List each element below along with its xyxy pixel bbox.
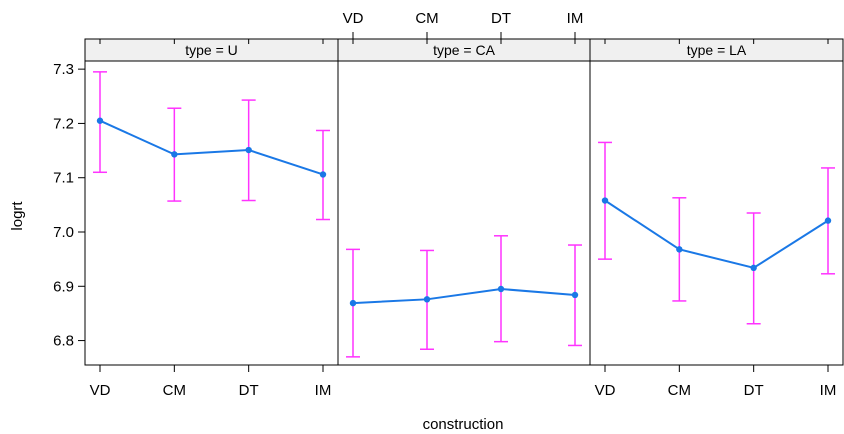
y-tick-label: 6.8	[53, 333, 74, 350]
panel-frame	[589, 60, 844, 366]
x-tick-label: VD	[90, 382, 111, 399]
series-line	[604, 199, 829, 269]
y-axis: 6.8 6.9 7.0 7.1 7.2 7.3	[53, 61, 85, 350]
x-tick-label: IM	[315, 382, 332, 399]
bottom-axis: VD CM DT IM VD CM DT IM	[90, 365, 837, 399]
y-tick-label: 7.2	[53, 115, 74, 132]
series-points	[96, 117, 832, 307]
series-lines	[99, 119, 829, 305]
panel-label: type = U	[185, 42, 238, 58]
panel-frames	[84, 60, 844, 366]
panel-label: type = CA	[433, 42, 496, 58]
data-point	[497, 285, 505, 293]
x-axis-title: construction	[423, 416, 504, 433]
x-tick-label: DT	[744, 382, 764, 399]
x-tick-label: IM	[567, 10, 584, 27]
x-tick-label: IM	[820, 382, 837, 399]
panel-strips: type = U type = CA type = LA	[84, 38, 844, 62]
series-line	[352, 287, 576, 305]
panel-label: type = LA	[687, 42, 747, 58]
data-point	[423, 296, 431, 303]
data-point	[750, 264, 757, 272]
panel-frame	[337, 60, 591, 366]
data-point	[96, 117, 104, 124]
panel-frame	[84, 60, 339, 366]
data-point	[171, 151, 178, 158]
data-point	[601, 197, 609, 204]
y-tick-label: 7.1	[53, 170, 74, 187]
data-point	[349, 299, 357, 307]
data-point	[245, 146, 252, 154]
y-axis-title: logrt	[9, 201, 26, 231]
x-tick-label: CM	[415, 10, 438, 27]
data-point	[824, 217, 832, 224]
x-tick-label: CM	[668, 382, 691, 399]
x-tick-label: VD	[595, 382, 616, 399]
x-tick-label: CM	[163, 382, 186, 399]
y-tick-label: 7.0	[53, 224, 74, 241]
y-tick-label: 6.9	[53, 278, 74, 295]
top-axis: VD CM DT IM	[343, 10, 584, 39]
data-point	[571, 291, 579, 299]
x-tick-label: DT	[491, 10, 511, 27]
error-bars	[93, 71, 835, 358]
x-tick-label: VD	[343, 10, 364, 27]
data-point	[676, 246, 683, 253]
data-point	[319, 171, 327, 178]
x-tick-label: DT	[239, 382, 259, 399]
series-line	[99, 119, 324, 176]
y-tick-label: 7.3	[53, 61, 74, 78]
